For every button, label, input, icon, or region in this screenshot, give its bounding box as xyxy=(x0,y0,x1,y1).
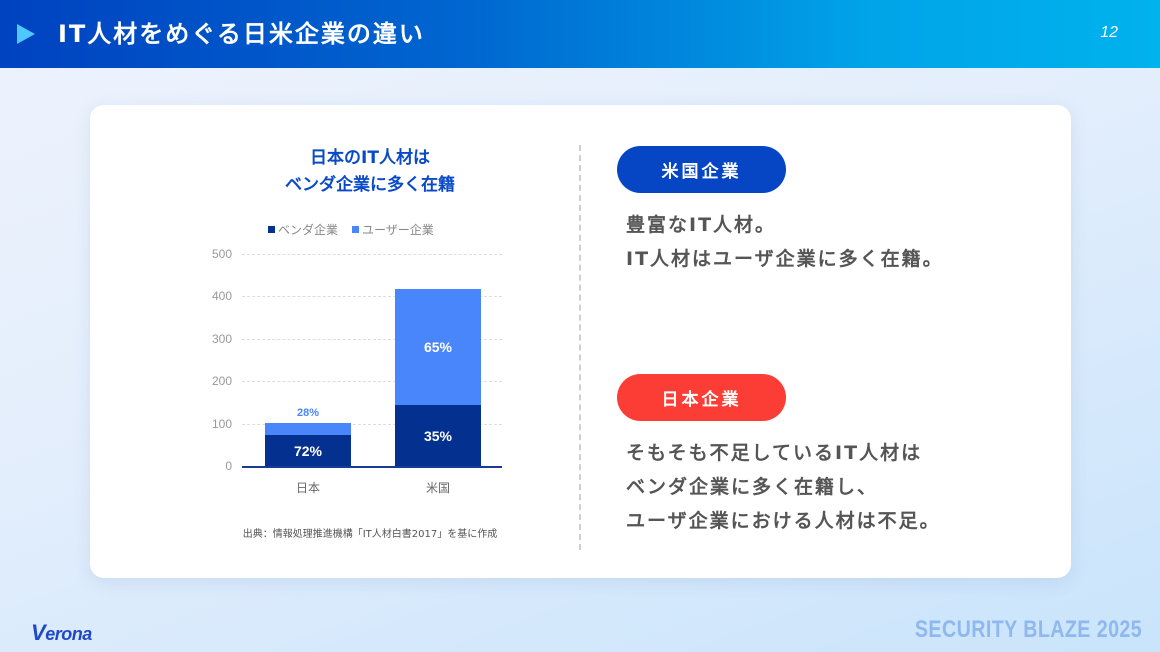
play-triangle-icon xyxy=(17,24,35,44)
bar-segment-us-vendor: 35% xyxy=(395,405,481,466)
slide-title: IT人材をめぐる日米企業の違い xyxy=(58,20,425,48)
jp-description: そもそも不足しているIT人材は ベンダ企業に多く在籍し、 ユーザ企業における人材… xyxy=(626,436,941,538)
gridline xyxy=(242,424,502,425)
chart-title-line2: ベンダ企業に多く在籍 xyxy=(285,175,455,195)
legend-item-vendor: ベンダ企業 xyxy=(268,221,338,238)
gridline xyxy=(242,254,502,255)
us-description-line: IT人材はユーザ企業に多く在籍。 xyxy=(626,248,944,270)
content-card: 日本のIT人材は ベンダ企業に多く在籍 ベンダ企業 ユーザー企業 500 400… xyxy=(90,105,1071,578)
us-description: 豊富なIT人材。 IT人材はユーザ企業に多く在籍。 xyxy=(626,208,944,276)
y-tick: 300 xyxy=(211,332,232,346)
us-description-line: 豊富なIT人材。 xyxy=(626,214,777,236)
bar-segment-japan-user xyxy=(265,423,351,435)
bar-segment-us-user: 65% xyxy=(395,289,481,405)
jp-description-line: そもそも不足しているIT人材は xyxy=(626,442,923,464)
event-name: SECURITY BLAZE 2025 xyxy=(914,616,1142,643)
logo-mark: V xyxy=(31,620,46,645)
bar-japan: 72% xyxy=(265,423,351,466)
y-tick: 0 xyxy=(225,459,232,473)
x-axis-line xyxy=(242,466,502,468)
y-tick: 500 xyxy=(211,247,232,261)
gridline xyxy=(242,339,502,340)
page-number: 12 xyxy=(1100,24,1118,41)
gridline xyxy=(242,296,502,297)
y-tick: 400 xyxy=(211,289,232,303)
verona-logo: Verona xyxy=(31,620,92,646)
legend-swatch-user xyxy=(352,226,360,233)
section-divider xyxy=(579,145,581,550)
legend-item-user: ユーザー企業 xyxy=(352,221,434,238)
y-tick: 100 xyxy=(211,417,232,431)
slide-header: IT人材をめぐる日米企業の違い 12 xyxy=(0,0,1160,68)
stacked-bar-chart: 日本のIT人材は ベンダ企業に多く在籍 ベンダ企業 ユーザー企業 500 400… xyxy=(90,105,650,578)
y-tick: 200 xyxy=(211,374,232,388)
bar-label-japan-vendor: 72% xyxy=(293,442,323,459)
jp-description-line: ベンダ企業に多く在籍し、 xyxy=(626,476,879,498)
x-label-us: 米国 xyxy=(425,481,450,495)
legend-label: ベンダ企業 xyxy=(278,223,339,237)
bar-label-us-vendor: 35% xyxy=(423,427,453,444)
us-companies-badge: 米国企業 xyxy=(617,146,786,193)
logo-wordmark: erona xyxy=(45,624,92,644)
gridline xyxy=(242,381,502,382)
bar-label-japan-user: 28% xyxy=(296,407,320,419)
chart-legend: ベンダ企業 ユーザー企業 xyxy=(268,221,434,238)
jp-description-line: ユーザ企業における人材は不足。 xyxy=(626,510,941,532)
chart-title-line1: 日本のIT人材は xyxy=(310,148,430,168)
chart-title: 日本のIT人材は ベンダ企業に多く在籍 xyxy=(240,145,500,199)
jp-companies-badge: 日本企業 xyxy=(617,374,786,421)
bar-segment-japan-vendor: 72% xyxy=(265,435,351,466)
legend-label: ユーザー企業 xyxy=(362,223,434,237)
x-label-japan: 日本 xyxy=(295,481,320,495)
chart-source-note: 出典：情報処理推進機構「IT人材白書2017」を基に作成 xyxy=(242,529,498,540)
bar-label-us-user: 65% xyxy=(423,339,453,355)
bar-us: 65% 35% xyxy=(395,289,481,466)
legend-swatch-vendor xyxy=(268,226,275,233)
